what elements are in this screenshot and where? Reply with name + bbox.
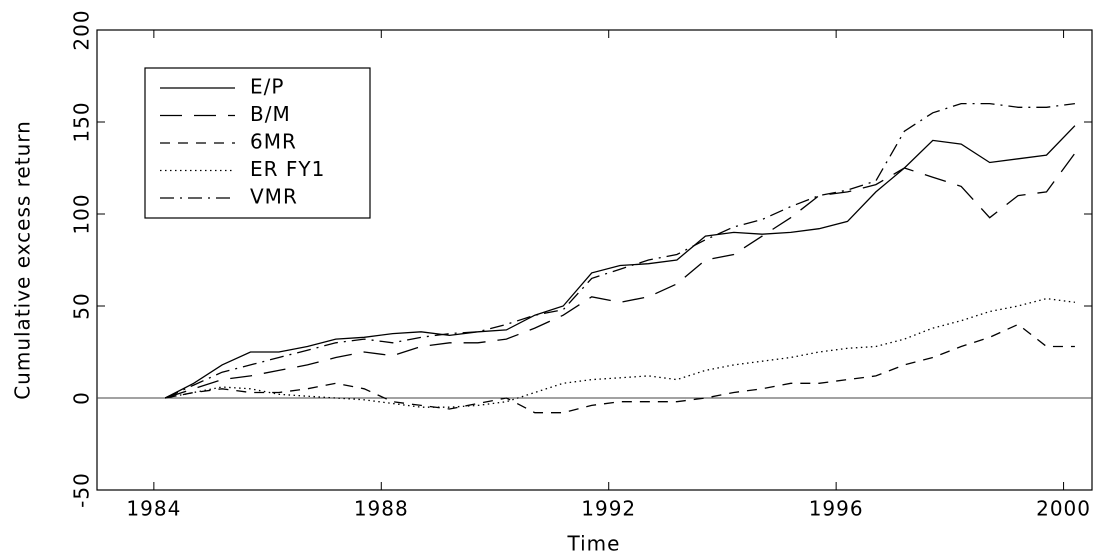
legend-label: ER FY1	[250, 157, 325, 181]
x-tick-label: 1992	[581, 497, 636, 521]
x-tick-label: 1996	[809, 497, 864, 521]
legend-label: E/P	[250, 75, 284, 99]
series-line	[165, 152, 1076, 399]
plot-frame	[96, 29, 1093, 491]
series-line	[164, 102, 1075, 399]
y-tick-label: 100	[70, 193, 94, 234]
legend-label: 6MR	[250, 130, 297, 154]
y-tick-label: 50	[70, 292, 94, 319]
y-tick-label: 150	[70, 101, 94, 142]
y-tick-label: 0	[70, 391, 94, 405]
y-tick-label: 200	[70, 9, 94, 50]
series-line	[165, 297, 1075, 408]
x-tick-label: 2000	[1036, 497, 1091, 521]
legend-label: B/M	[250, 102, 291, 126]
y-axis-label: Cumulative excess return	[11, 120, 35, 400]
legend-label: VMR	[250, 185, 298, 209]
x-tick-label: 1984	[126, 497, 181, 521]
series-line	[165, 323, 1075, 414]
y-tick-label: -50	[70, 472, 94, 508]
x-axis-label: Time	[567, 532, 621, 556]
series-line	[164, 125, 1076, 399]
x-tick-label: 1988	[354, 497, 409, 521]
legend: E/P B/M 6MR ER FY1 VMR	[144, 67, 371, 219]
